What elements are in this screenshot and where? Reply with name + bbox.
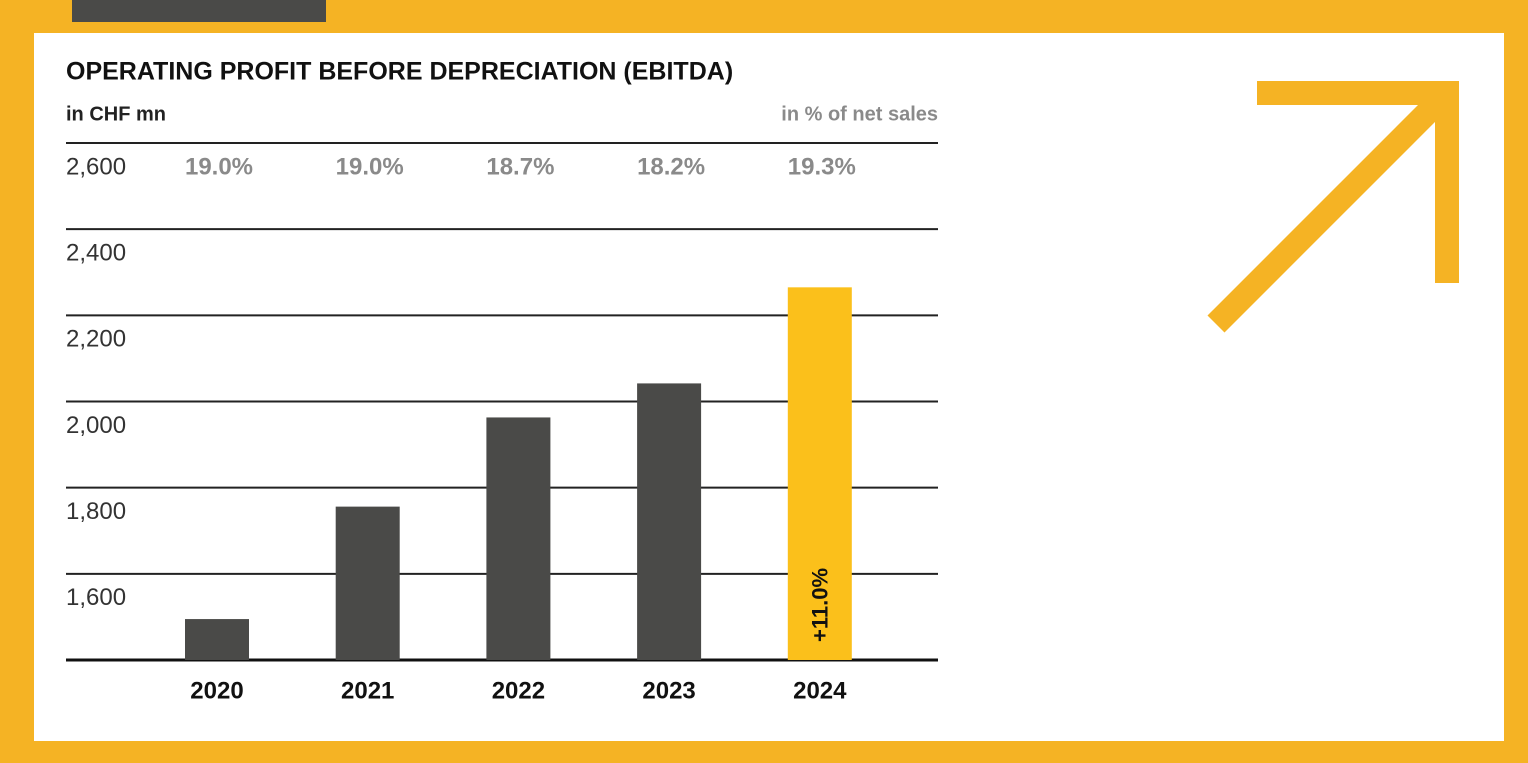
x-tick-label: 2024 — [793, 677, 847, 704]
share-value: 19.3% — [788, 153, 856, 180]
x-tick-label: 2021 — [341, 677, 394, 704]
bar — [185, 619, 249, 660]
y-tick-label: 1,800 — [66, 498, 126, 525]
y-tick-label: 2,000 — [66, 412, 126, 439]
share-value: 19.0% — [336, 153, 404, 180]
chart-title: OPERATING PROFIT BEFORE DEPRECIATION (EB… — [66, 58, 733, 86]
panel — [34, 33, 1504, 741]
bar — [486, 417, 551, 660]
annotation: +11.0% — [808, 568, 833, 642]
y-tick-label: 2,600 — [66, 153, 126, 180]
bar — [787, 287, 852, 660]
share-value: 19.0% — [185, 153, 253, 180]
y-tick-label: 2,400 — [66, 240, 126, 267]
bar — [335, 506, 400, 660]
bar — [637, 383, 702, 660]
share-value: 18.7% — [486, 153, 554, 180]
tab — [72, 0, 326, 22]
x-tick-label: 2020 — [190, 677, 243, 704]
share-label: in % of net sales — [781, 103, 938, 125]
x-tick-label: 2022 — [492, 677, 545, 704]
arrow-icon — [1207, 81, 1459, 333]
y-tick-label: 1,600 — [66, 584, 126, 611]
y-axis-label: in CHF mn — [66, 103, 166, 125]
share-value: 18.2% — [637, 153, 705, 180]
x-tick-label: 2023 — [642, 677, 695, 704]
y-tick-label: 2,200 — [66, 326, 126, 353]
